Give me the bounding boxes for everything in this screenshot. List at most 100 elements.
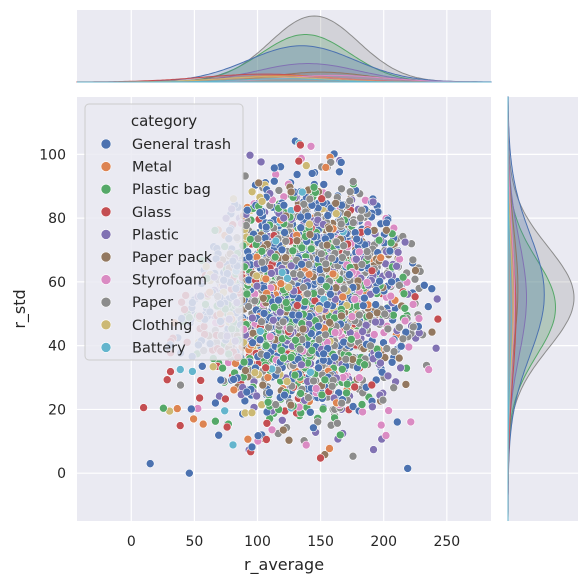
scatter-point — [211, 416, 220, 426]
scatter-point — [258, 293, 268, 303]
scatter-point — [265, 332, 275, 342]
y-tick-label: 0 — [57, 466, 66, 482]
right-marginal-grid — [508, 153, 578, 474]
scatter-point — [336, 219, 346, 229]
scatter-point — [278, 425, 288, 435]
scatter-point — [188, 367, 197, 376]
legend-marker — [100, 251, 112, 263]
scatter-point — [269, 302, 279, 312]
scatter-point — [385, 246, 395, 256]
scatter-point — [341, 354, 351, 364]
legend-marker — [100, 229, 112, 240]
scatter-point — [294, 156, 304, 166]
scatter-point — [372, 308, 382, 318]
scatter-point — [384, 406, 393, 415]
legend-marker — [100, 274, 112, 285]
y-tick-labels: 0 20 40 60 80 100 — [39, 147, 66, 482]
scatter-point — [337, 311, 346, 321]
scatter-point — [387, 277, 396, 287]
scatter-point — [278, 317, 288, 327]
scatter-point — [244, 302, 253, 311]
scatter-point — [374, 350, 383, 360]
top-kde-curve — [77, 78, 491, 83]
scatter-point — [187, 404, 196, 414]
scatter-point — [261, 363, 271, 373]
scatter-point — [242, 289, 252, 299]
right-marginal-kde — [507, 96, 575, 521]
scatter-point — [214, 430, 223, 440]
legend-label: Battery — [132, 340, 186, 356]
scatter-point — [400, 316, 410, 326]
scatter-point — [292, 204, 302, 213]
scatter-point — [411, 266, 420, 275]
x-tick-labels: 0 50 100 150 200 250 — [127, 534, 460, 550]
scatter-point — [258, 380, 268, 390]
scatter-point — [216, 375, 226, 385]
scatter-point — [362, 247, 372, 256]
scatter-point — [357, 260, 367, 269]
scatter-point — [362, 278, 372, 287]
scatter-point — [253, 234, 263, 243]
scatter-point — [371, 285, 381, 295]
scatter-point — [270, 252, 280, 262]
scatter-point — [345, 187, 355, 196]
scatter-point — [332, 237, 341, 247]
scatter-point — [365, 311, 374, 321]
scatter-point — [367, 266, 377, 276]
scatter-point — [229, 375, 238, 384]
scatter-point — [271, 236, 281, 246]
scatter-point — [382, 226, 391, 235]
scatter-point — [176, 380, 185, 390]
scatter-point — [276, 279, 286, 288]
scatter-point — [383, 324, 393, 334]
scatter-point — [296, 223, 306, 232]
scatter-point — [354, 373, 364, 383]
scatter-point — [322, 240, 332, 250]
scatter-point — [244, 252, 254, 262]
scatter-point — [286, 261, 296, 271]
right-kde-curve — [507, 97, 512, 521]
legend-marker — [100, 296, 112, 308]
scatter-point — [296, 212, 305, 222]
scatter-point — [344, 270, 354, 279]
scatter-point — [284, 282, 293, 292]
x-tick-label: 100 — [244, 534, 271, 550]
scatter-point — [427, 327, 437, 337]
scatter-point — [196, 376, 205, 385]
scatter-point — [305, 194, 315, 204]
scatter-point — [286, 187, 296, 197]
scatter-point — [350, 382, 360, 392]
scatter-point — [394, 353, 404, 363]
scatter-point — [389, 383, 399, 393]
scatter-point — [297, 360, 306, 370]
scatter-point — [342, 388, 351, 398]
scatter-point — [348, 451, 358, 461]
scatter-point — [257, 257, 267, 267]
scatter-point — [338, 292, 348, 302]
legend-marker — [100, 342, 112, 353]
scatter-point — [286, 353, 296, 362]
scatter-point — [363, 227, 373, 236]
scatter-point — [305, 219, 314, 229]
scatter-point — [408, 255, 418, 265]
scatter-point — [382, 344, 392, 353]
scatter-point — [360, 293, 369, 303]
scatter-point — [309, 376, 318, 386]
legend-label: Plastic bag — [132, 182, 211, 198]
scatter-point — [162, 375, 172, 385]
scatter-point — [321, 330, 330, 340]
scatter-point — [352, 234, 362, 244]
scatter-point — [328, 269, 338, 279]
scatter-point — [300, 297, 310, 307]
scatter-point — [319, 180, 329, 189]
scatter-point — [337, 184, 346, 194]
scatter-point — [185, 468, 194, 478]
scatter-point — [366, 341, 375, 351]
scatter-point — [166, 367, 175, 376]
scatter-point — [263, 397, 273, 407]
scatter-point — [331, 209, 341, 218]
top-marginal-kde — [76, 15, 492, 83]
scatter-point — [306, 244, 316, 254]
scatter-point — [267, 425, 277, 435]
scatter-point — [427, 284, 437, 294]
